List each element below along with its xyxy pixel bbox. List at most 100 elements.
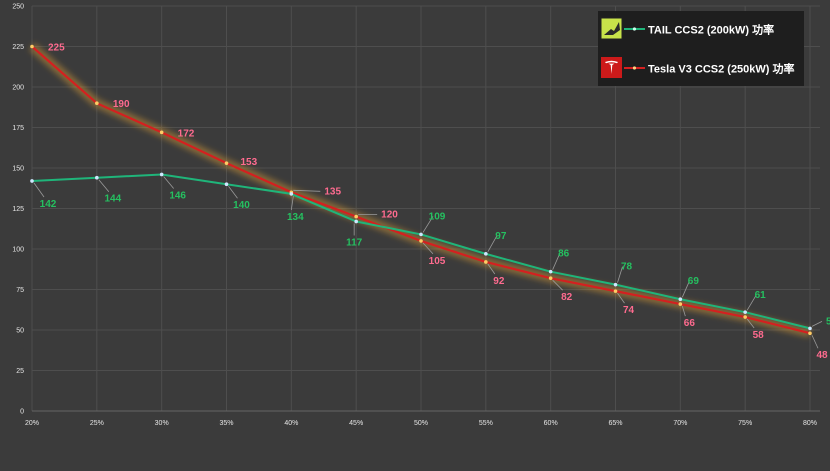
x-tick-label: 30%: [155, 420, 169, 427]
tesla-data-label: 190: [113, 99, 130, 110]
legend-label-tesla: Tesla V3 CCS2 (250kW) 功率: [648, 62, 795, 76]
x-tick-label: 35%: [219, 420, 233, 427]
tesla-data-label: 120: [381, 210, 398, 221]
tail-data-leader: [811, 321, 823, 327]
tesla-point: [419, 239, 423, 243]
x-tick-label: 25%: [90, 420, 104, 427]
x-tick-label: 45%: [349, 420, 363, 427]
y-tick-label: 225: [12, 44, 24, 51]
legend-item-tail: TAIL CCS2 (200kW) 功率: [600, 17, 774, 40]
series-layer: [29, 43, 812, 338]
tesla-data-label: 225: [48, 43, 65, 54]
tesla-data-leader: [422, 242, 434, 255]
x-tick-label: 75%: [738, 420, 752, 427]
y-tick-label: 250: [12, 4, 24, 11]
tesla-point: [354, 214, 358, 219]
tesla-data-leader: [617, 292, 625, 304]
tesla-data-label: 92: [493, 276, 505, 287]
tail-data-label: 140: [233, 200, 250, 211]
x-tick-label: 55%: [479, 420, 493, 427]
tail-data-leader: [98, 179, 110, 192]
tail-data-leader: [552, 253, 561, 270]
tail-brand-icon: [600, 17, 623, 40]
tesla-point: [678, 302, 683, 306]
tail-data-leader: [290, 195, 294, 210]
tail-point: [548, 269, 553, 274]
tesla-point: [613, 289, 618, 293]
tesla-point: [159, 130, 164, 135]
tail-point: [289, 192, 294, 196]
tesla-data-leader: [811, 335, 819, 349]
tail-data-leader: [681, 281, 690, 298]
tesla-data-leader: [293, 189, 321, 192]
tail-data-label: 51: [826, 316, 830, 327]
data-labels: 142 144 146 140 134 117 109 97 86 78 69 61 51 225 190 1…: [33, 43, 830, 361]
x-tick-label: 60%: [544, 420, 558, 427]
tail-data-leader: [228, 185, 238, 199]
legend-marker-tesla: [632, 66, 637, 70]
tail-point: [30, 179, 34, 183]
y-axis-ticks: 0 25 50 75 100 125 150 175 200 225 250: [12, 4, 24, 416]
tesla-data-leader: [552, 279, 563, 291]
x-axis-ticks: 20% 25% 30% 35% 40% 45% 50% 55% 60% 65% 70% 75% 80%: [25, 420, 817, 427]
y-tick-label: 175: [12, 125, 24, 132]
tail-data-label: 86: [558, 249, 570, 260]
x-tick-label: 70%: [673, 420, 687, 427]
tail-point: [808, 326, 812, 331]
tail-data-leader: [617, 266, 623, 283]
tail-point: [484, 252, 488, 256]
y-tick-label: 150: [12, 166, 24, 173]
x-tick-label: 40%: [284, 420, 298, 427]
tail-point: [613, 282, 618, 287]
tesla-data-label: 82: [561, 292, 573, 303]
tail-data-label: 144: [104, 194, 121, 205]
tail-point: [743, 310, 747, 314]
legend: TAIL CCS2 (200kW) 功率 Tesla V3 CCS2 (250k…: [598, 11, 804, 86]
tail-point: [678, 297, 683, 302]
tail-point: [354, 219, 358, 224]
tail-data-leader: [487, 235, 498, 253]
tail-data-label: 69: [688, 276, 700, 287]
y-tick-label: 25: [16, 368, 24, 375]
y-tick-label: 125: [12, 206, 24, 213]
tesla-data-label: 135: [324, 186, 341, 197]
tesla-point: [484, 260, 488, 264]
x-tick-label: 50%: [414, 420, 428, 427]
tail-data-leader: [33, 182, 45, 198]
tesla-data-label: 74: [623, 305, 635, 316]
tail-data-leader: [422, 216, 434, 233]
legend-marker-tail: [632, 27, 637, 31]
y-tick-label: 200: [12, 85, 24, 92]
tesla-data-label: 105: [429, 256, 446, 267]
tail-data-label: 142: [40, 199, 57, 210]
tesla-data-label: 153: [241, 157, 258, 168]
tail-data-leader: [746, 294, 757, 311]
tesla-logo-icon: [601, 57, 622, 78]
tail-data-label: 97: [495, 231, 507, 242]
tail-point: [224, 182, 229, 186]
tail-point: [419, 232, 423, 237]
tesla-point: [808, 331, 812, 336]
tesla-data-label: 172: [178, 128, 195, 139]
tail-data-label: 134: [287, 212, 304, 223]
legend-item-tesla: Tesla V3 CCS2 (250kW) 功率: [601, 57, 795, 78]
tail-data-leader: [163, 176, 174, 189]
tesla-data-label: 48: [816, 350, 828, 361]
tesla-point: [548, 276, 553, 280]
tail-point: [159, 172, 164, 177]
tail-data-label: 78: [621, 262, 633, 273]
tesla-data-leader: [746, 318, 755, 329]
tesla-data-leader: [681, 305, 686, 317]
tesla-data-label: 66: [684, 318, 696, 329]
legend-box: [598, 11, 804, 86]
x-tick-label: 20%: [25, 420, 39, 427]
x-tick-label: 65%: [608, 420, 622, 427]
tail-data-label: 61: [755, 290, 767, 301]
x-tick-label: 80%: [803, 420, 817, 427]
tesla-data-leader: [487, 263, 496, 275]
y-tick-label: 75: [16, 287, 24, 294]
y-tick-label: 0: [20, 409, 24, 416]
tesla-point: [95, 101, 99, 105]
